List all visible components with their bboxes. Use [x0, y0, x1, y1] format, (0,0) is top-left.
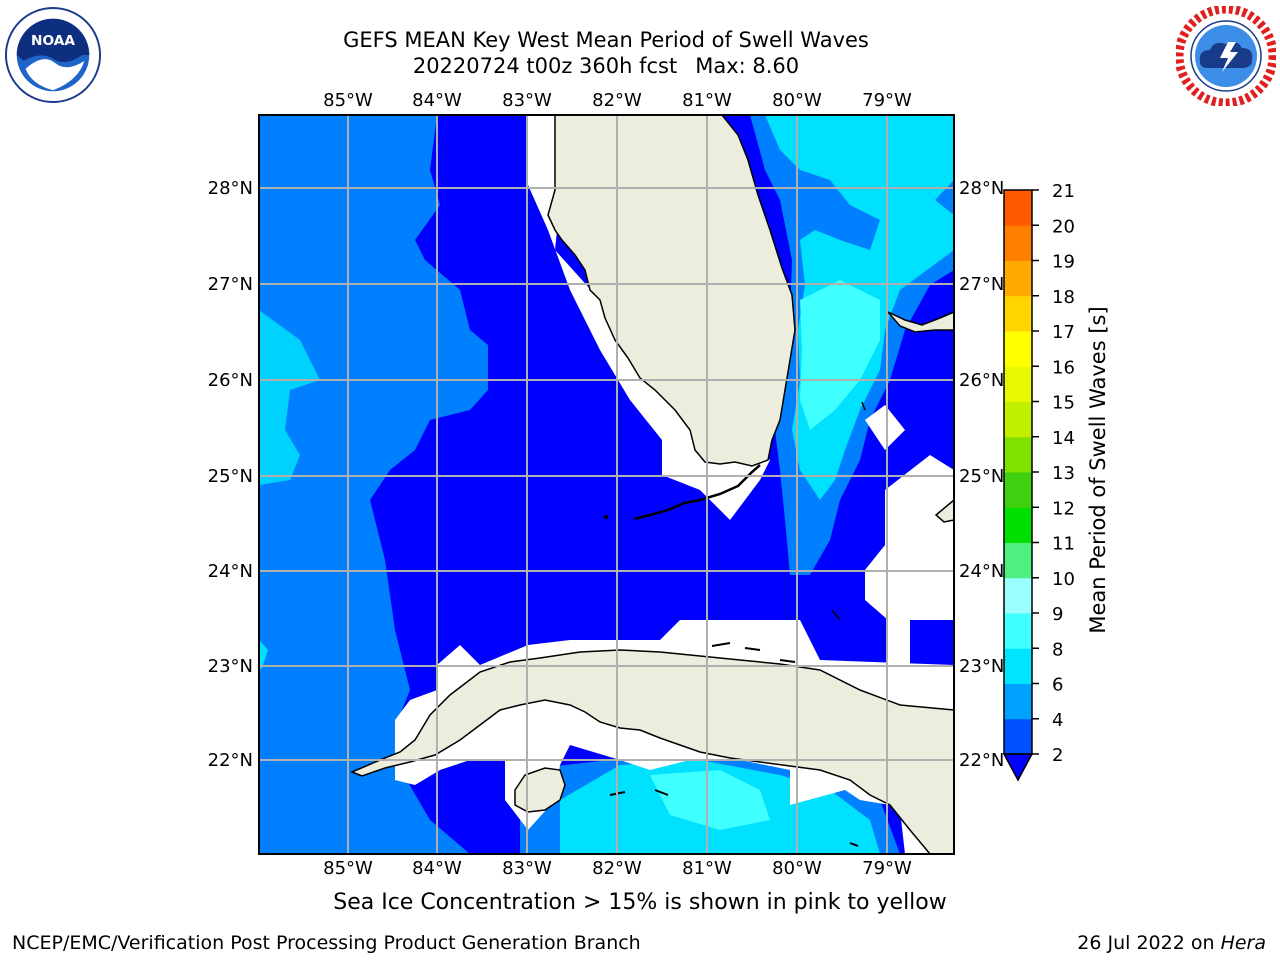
lon-label: 85°W — [323, 858, 373, 879]
chart-subtitle: 20220724 t00z 360h fcst Max: 8.60 — [256, 53, 956, 79]
map-border — [258, 114, 955, 855]
colorbar-label: Mean Period of Swell Waves [s] — [1086, 306, 1110, 634]
colorbar-tick-label: 6 — [1052, 675, 1063, 696]
lat-label: 24°N — [959, 561, 1004, 582]
lon-label: 80°W — [772, 858, 822, 879]
host-name: Hera — [1220, 932, 1266, 954]
colorbar: 2 4 6 8 9 10 11 12 13 14 15 16 17 18 19 20 21 — [1002, 181, 1075, 782]
ocean-band-8-9-south — [650, 770, 770, 830]
colorbar-segment — [1004, 648, 1032, 684]
sea-ice-note: Sea Ice Concentration > 15% is shown in … — [333, 890, 947, 915]
chart-title: GEFS MEAN Key West Mean Period of Swell … — [343, 28, 869, 52]
gridlines — [259, 115, 954, 854]
colorbar-segment — [1004, 577, 1032, 614]
lat-label: 26°N — [208, 370, 253, 391]
colorbar-segment — [1004, 507, 1032, 543]
colorbar-segment — [1004, 331, 1032, 367]
lon-label: 80°W — [772, 90, 822, 111]
colorbar-tick-label: 13 — [1052, 463, 1075, 484]
lat-label: 23°N — [959, 656, 1004, 677]
map-area — [259, 115, 954, 854]
noaa-logo-text: NOAA — [31, 33, 75, 49]
colorbar-tick-label: 10 — [1052, 569, 1075, 590]
lat-label: 23°N — [208, 656, 253, 677]
lon-label: 84°W — [412, 858, 462, 879]
colorbar-tick-label: 14 — [1052, 428, 1075, 449]
ocean-band-4-6-west — [259, 115, 488, 854]
colorbar-tick-label: 15 — [1052, 393, 1075, 414]
lat-label: 25°N — [959, 466, 1004, 487]
colorbar-tick-label: 16 — [1052, 357, 1075, 378]
colorbar-tick-label: 12 — [1052, 498, 1075, 519]
colorbar-tick-label: 11 — [1052, 534, 1075, 555]
lon-label: 81°W — [682, 90, 732, 111]
colorbar-tick-label: 19 — [1052, 252, 1075, 273]
lat-labels-right: 28°N 27°N 26°N 25°N 24°N 23°N 22°N — [959, 178, 1004, 771]
colorbar-segment — [1004, 295, 1032, 332]
colorbar-tick-label: 2 — [1052, 745, 1063, 766]
lat-label: 28°N — [959, 178, 1004, 199]
colorbar-tick-label: 4 — [1052, 710, 1063, 731]
lat-label: 28°N — [208, 178, 253, 199]
colorbar-tick-label: 17 — [1052, 322, 1075, 343]
lon-label: 81°W — [682, 858, 732, 879]
colorbar-segment — [1004, 436, 1032, 473]
lon-label: 84°W — [412, 90, 462, 111]
colorbar-under-arrow — [1002, 753, 1034, 782]
producer-credit: NCEP/EMC/Verification Post Processing Pr… — [12, 932, 641, 954]
noaa-logo: NOAA — [4, 6, 102, 104]
lat-labels-left: 28°N 27°N 26°N 25°N 24°N 23°N 22°N — [208, 178, 253, 771]
lon-label: 79°W — [862, 90, 912, 111]
lon-labels-bottom: 85°W 84°W 83°W 82°W 81°W 80°W 79°W — [323, 858, 912, 879]
lat-label: 25°N — [208, 466, 253, 487]
colorbar-segment — [1004, 613, 1032, 649]
colorbar-tick-label: 20 — [1052, 216, 1075, 237]
forecast-time: 20220724 t00z 360h fcst — [412, 54, 678, 78]
ocean-band-6-8-west — [259, 310, 320, 485]
lon-label: 82°W — [592, 858, 642, 879]
max-value: Max: 8.60 — [695, 54, 800, 78]
generation-date: 26 Jul 2022 on Hera — [1077, 932, 1266, 954]
ocean-band-8-9-east — [800, 280, 880, 430]
colorbar-segment — [1004, 225, 1032, 261]
florida-land — [547, 115, 796, 467]
colorbar-tick-label: 8 — [1052, 639, 1063, 660]
colorbar-segment — [1004, 718, 1032, 755]
lon-labels-top: 85°W 84°W 83°W 82°W 81°W 80°W 79°W — [323, 90, 912, 111]
bahamas-grand-bahama — [887, 311, 954, 333]
date-text: 26 Jul 2022 on — [1077, 932, 1221, 954]
bahamas-bimini — [831, 401, 866, 621]
bahamas-andros — [934, 499, 954, 523]
lon-label: 85°W — [323, 90, 373, 111]
ocean-band-6-8-sw — [259, 640, 268, 670]
lat-label: 22°N — [959, 750, 1004, 771]
cuba-land — [350, 649, 954, 854]
lat-label: 27°N — [959, 274, 1004, 295]
lon-label: 83°W — [502, 858, 552, 879]
colorbar-segment — [1004, 542, 1032, 579]
colorbar-tick-label: 9 — [1052, 604, 1063, 625]
colorbar-segment — [1004, 260, 1032, 297]
lon-label: 82°W — [592, 90, 642, 111]
lat-label: 22°N — [208, 750, 253, 771]
lat-label: 27°N — [208, 274, 253, 295]
lat-label: 26°N — [959, 370, 1004, 391]
colorbar-segment — [1004, 683, 1032, 720]
colorbar-segment — [1004, 190, 1032, 226]
colorbar-segment — [1004, 401, 1032, 438]
dry-tortugas — [604, 515, 608, 519]
lat-label: 24°N — [208, 561, 253, 582]
colorbar-tick-label: 18 — [1052, 287, 1075, 308]
lon-label: 83°W — [502, 90, 552, 111]
colorbar-tick-label: 21 — [1052, 181, 1075, 202]
colorbar-segment — [1004, 472, 1032, 508]
nws-logo — [1176, 6, 1276, 106]
colorbar-segment — [1004, 366, 1032, 402]
lon-label: 79°W — [862, 858, 912, 879]
